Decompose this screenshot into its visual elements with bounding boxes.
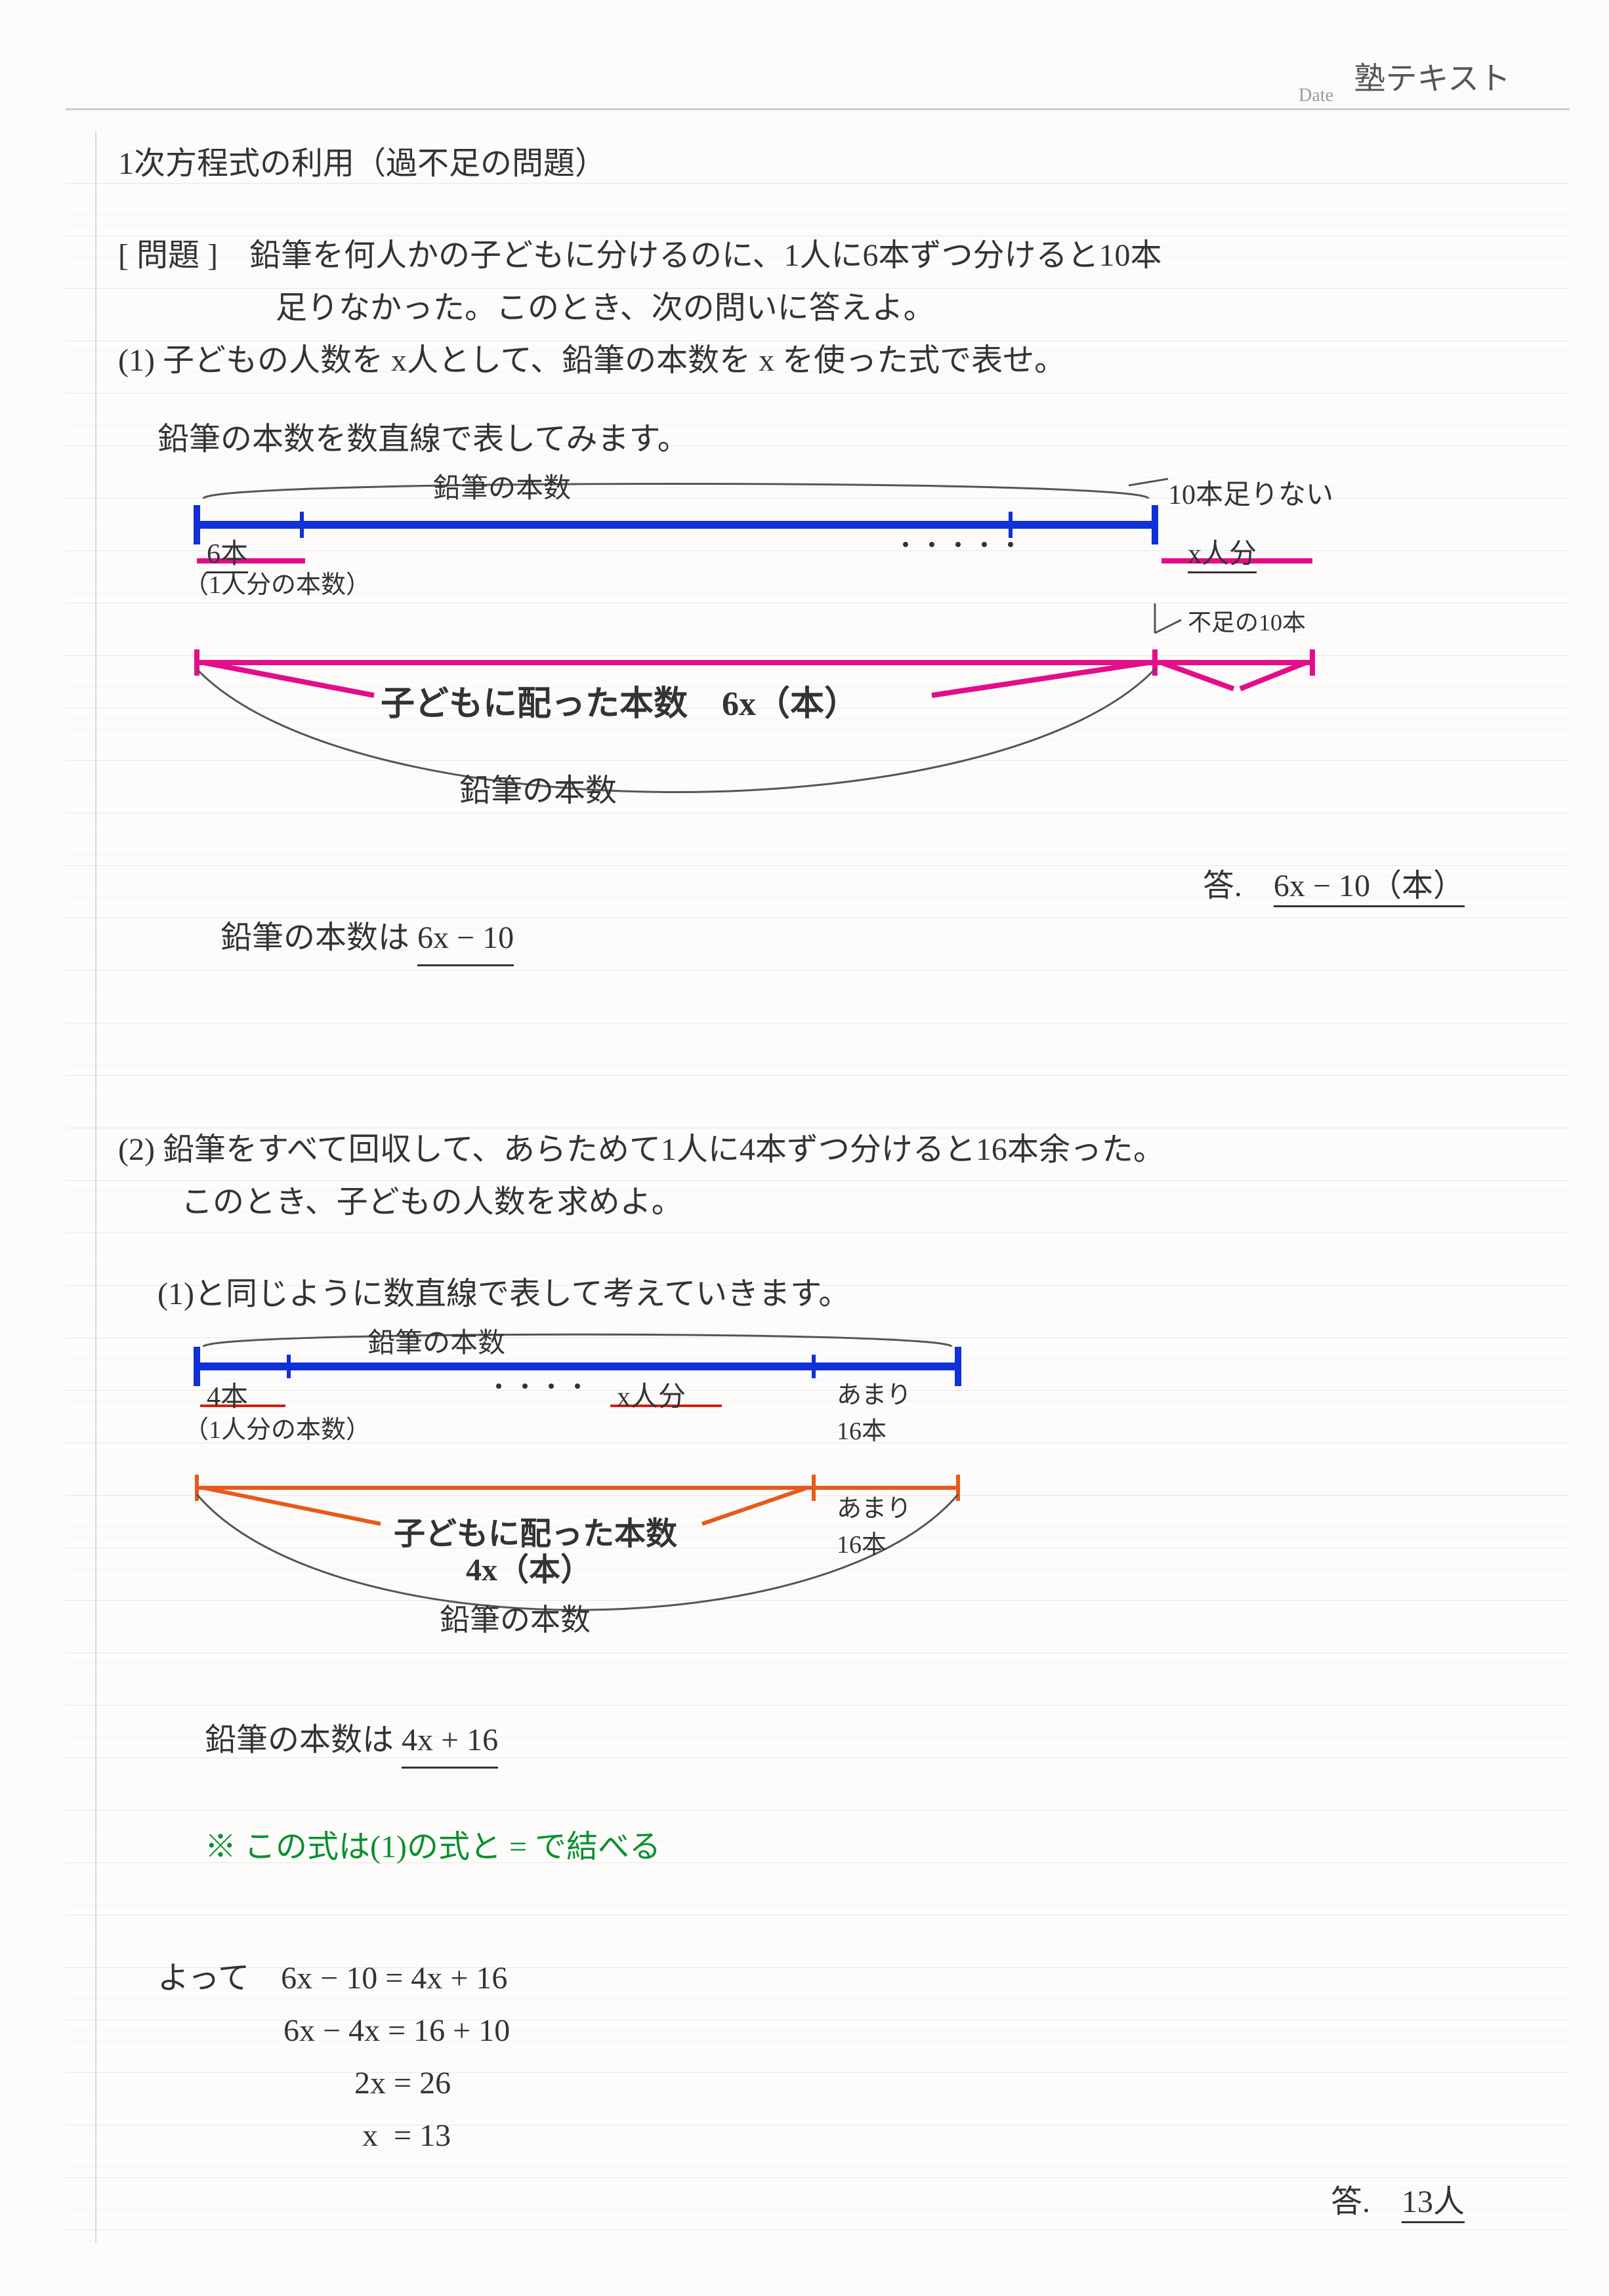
d2-count-label: 鉛筆の本数	[367, 1321, 505, 1361]
d1-short-label: 10本足りない	[1168, 472, 1333, 512]
d2-distributed-val: 4x（本）	[466, 1544, 592, 1589]
q1-ans-value: 6x − 10（本）	[1274, 859, 1465, 907]
q2-result-prefix: 鉛筆の本数は	[205, 1723, 402, 1757]
d1-one-person: （1人分の本数）	[184, 564, 371, 600]
left-margin-rule	[95, 131, 96, 2244]
problem-line-2: 足りなかった。このとき、次の問いに答えよ。	[118, 282, 1543, 335]
content-area: 1次方程式の利用（過不足の問題） [ 問題 ] 鉛筆を何人かの子どもに分けるのに…	[118, 52, 1543, 2228]
d1-distributed: 子どもに配った本数 6x（本）	[381, 676, 858, 725]
q2-note: ※ この式は(1)の式と = で結べる	[205, 1830, 661, 1864]
problem-line-1: [ 問題 ] 鉛筆を何人かの子どもに分けるのに、1人に6本ずつ分けると10本	[118, 230, 1543, 282]
q2-ans-value: 13人	[1402, 2175, 1465, 2223]
d1-xppl-text: x人分	[1188, 531, 1257, 573]
q2-l2: このとき、子どもの人数を求めよ。	[118, 1176, 1543, 1229]
d2-remainder-bottom: あまり 16本	[837, 1488, 911, 1560]
d2-xppl: x人分	[617, 1374, 686, 1414]
q2-answer: 答. 13人	[1331, 2175, 1465, 2223]
diagram-1: 鉛筆の本数 10本足りない	[157, 466, 1470, 807]
q1-result-expr: 6x − 10	[417, 912, 514, 966]
q1-intro: 鉛筆の本数を数直線で表してみます。	[118, 413, 1543, 466]
d2-svg	[157, 1321, 1207, 1662]
d1-xppl: x人分	[1188, 531, 1257, 573]
q2-l1: (2) 鉛筆をすべて回収して、あらためて1人に4本ずつ分けると16本余った。	[118, 1124, 1543, 1176]
q1-result-prefix: 鉛筆の本数は	[220, 920, 417, 955]
calc-3: 2x = 26	[118, 2057, 1543, 2110]
d2-one-person: （1人分の本数）	[184, 1409, 371, 1445]
d2-four: 4本	[207, 1374, 248, 1414]
q1-answer: 答. 6x − 10（本）	[1203, 859, 1465, 907]
calc-2: 6x − 4x = 16 + 10	[118, 2005, 1543, 2057]
page-title: 1次方程式の利用（過不足の問題）	[118, 138, 1543, 190]
d1-shortage: 不足の10本	[1188, 604, 1306, 638]
d1-count-label: 鉛筆の本数	[433, 466, 571, 506]
d2-remainder-top: あまり 16本	[837, 1374, 911, 1446]
calc-4: x = 13	[118, 2110, 1543, 2162]
q2-ans-label: 答.	[1331, 2184, 1370, 2219]
q2-result: 鉛筆の本数は 4x + 16 ※ この式は(1)の式と = で結べる	[118, 1662, 1543, 1926]
calc-1: よって 6x − 10 = 4x + 16	[118, 1952, 1543, 2005]
notebook-page: 塾テキスト Date 1次方程式の利用（過不足の問題） [ 問題 ] 鉛筆を何人…	[0, 0, 1609, 2296]
d1-arc-label: 鉛筆の本数	[459, 764, 617, 810]
q2-result-expr: 4x + 16	[402, 1714, 498, 1769]
q1-ans-label: 答.	[1203, 869, 1242, 903]
q2-intro: (1)と同じように数直線で表して考えていきます。	[118, 1268, 1543, 1321]
q1: (1) 子どもの人数を x人として、鉛筆の本数を x を使った式で表せ。	[118, 335, 1543, 387]
d2-arc-label: 鉛筆の本数	[440, 1596, 591, 1639]
diagram-2: 鉛筆の本数	[157, 1321, 1470, 1662]
